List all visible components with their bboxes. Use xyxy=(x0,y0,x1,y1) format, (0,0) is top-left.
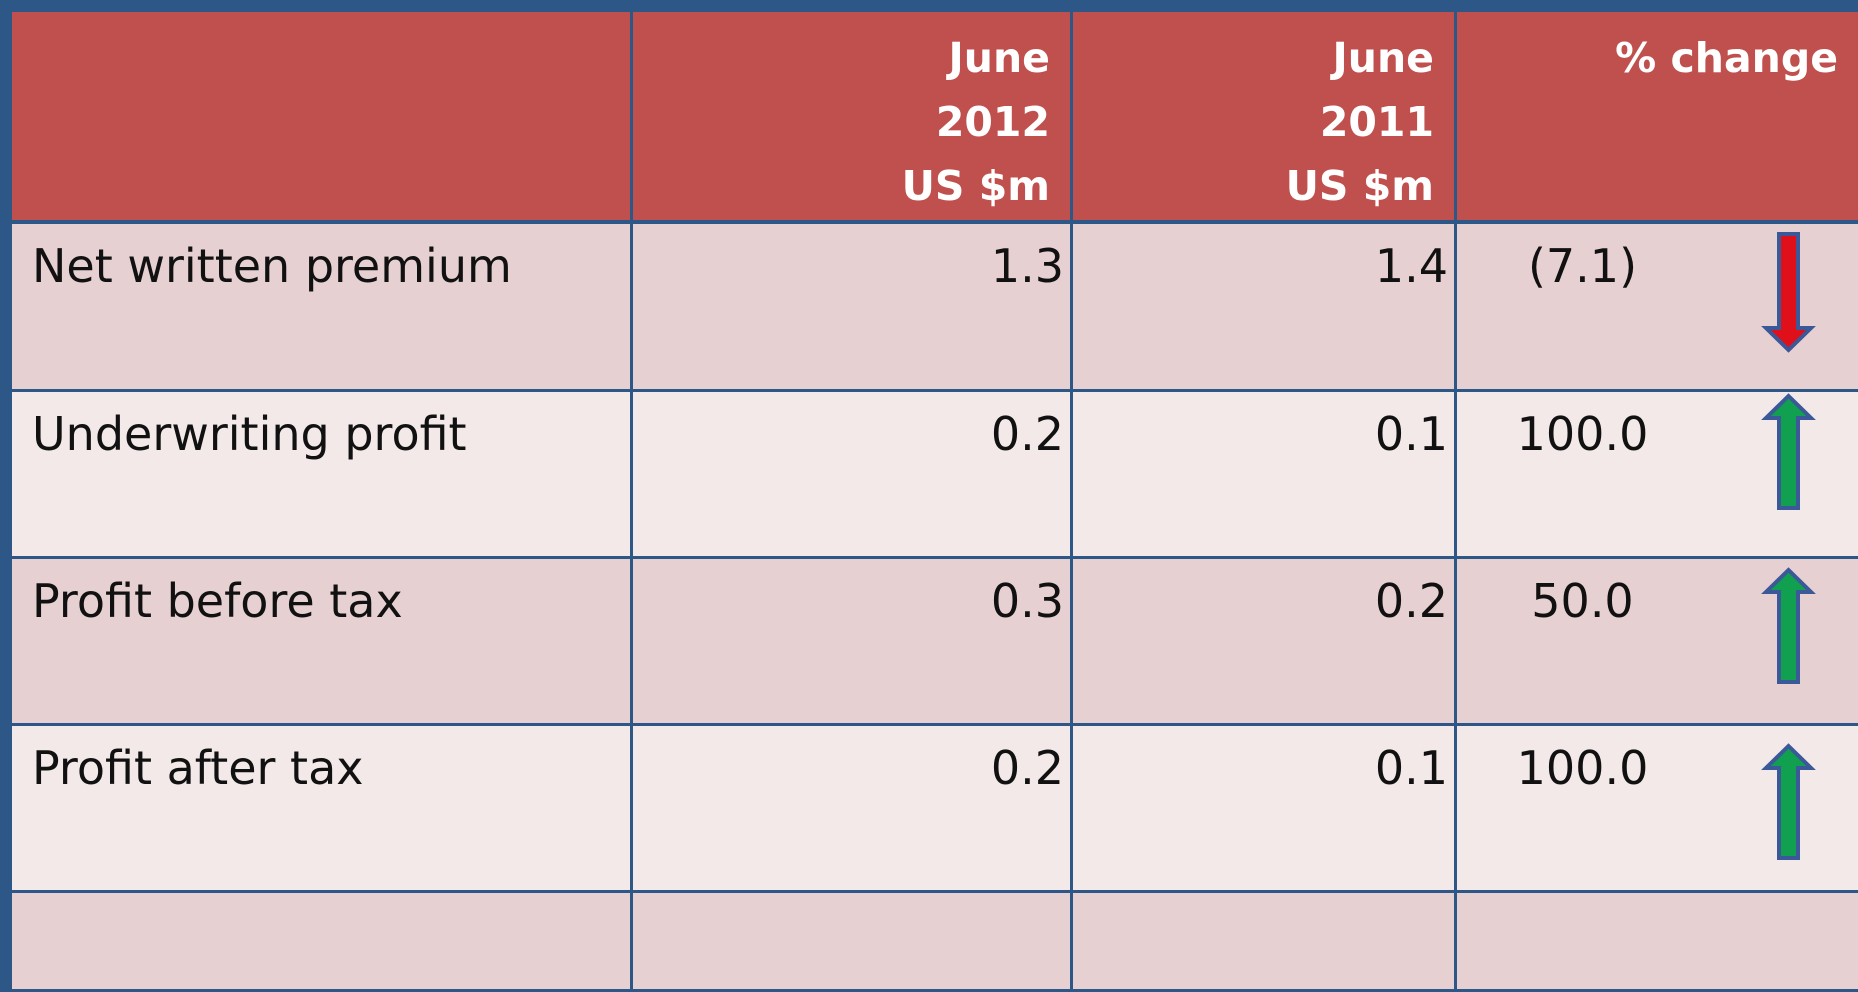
table-cell: 1.3 xyxy=(633,224,1070,389)
header-cell: % change xyxy=(1457,12,1858,220)
table-cell: 0.2 xyxy=(633,392,1070,556)
table-cell: 0.2 xyxy=(633,726,1070,890)
table-cell xyxy=(633,893,1070,989)
header-line: US $m xyxy=(901,162,1050,210)
header-line: 2012 xyxy=(935,98,1050,146)
header-cell: June 2012 US $m xyxy=(633,12,1070,220)
header-line: US $m xyxy=(1285,162,1434,210)
up-arrow xyxy=(1761,393,1816,510)
table-cell: 0.3 xyxy=(633,559,1070,723)
table-cell: 0.1 xyxy=(1073,726,1454,890)
table-cell: Profit before tax xyxy=(12,559,630,723)
table-cell: Underwriting profit xyxy=(12,392,630,556)
table-cell: 1.4 xyxy=(1073,224,1454,389)
up-arrow xyxy=(1761,743,1816,860)
table-cell: 0.2 xyxy=(1073,559,1454,723)
table-cell: Profit after tax xyxy=(12,726,630,890)
header-line: 2011 xyxy=(1319,98,1434,146)
header-line: June xyxy=(948,34,1050,82)
table-cell xyxy=(12,893,630,989)
down-arrow xyxy=(1761,232,1816,353)
header-line: % change xyxy=(1615,34,1838,82)
header-cell xyxy=(12,12,630,220)
header-line: June xyxy=(1332,34,1434,82)
table-cell xyxy=(1457,893,1858,989)
up-arrow xyxy=(1761,567,1816,684)
header-cell: June 2011 US $m xyxy=(1073,12,1454,220)
table-cell xyxy=(1073,893,1454,989)
table-cell: Net written premium xyxy=(12,224,630,389)
table-cell: 0.1 xyxy=(1073,392,1454,556)
